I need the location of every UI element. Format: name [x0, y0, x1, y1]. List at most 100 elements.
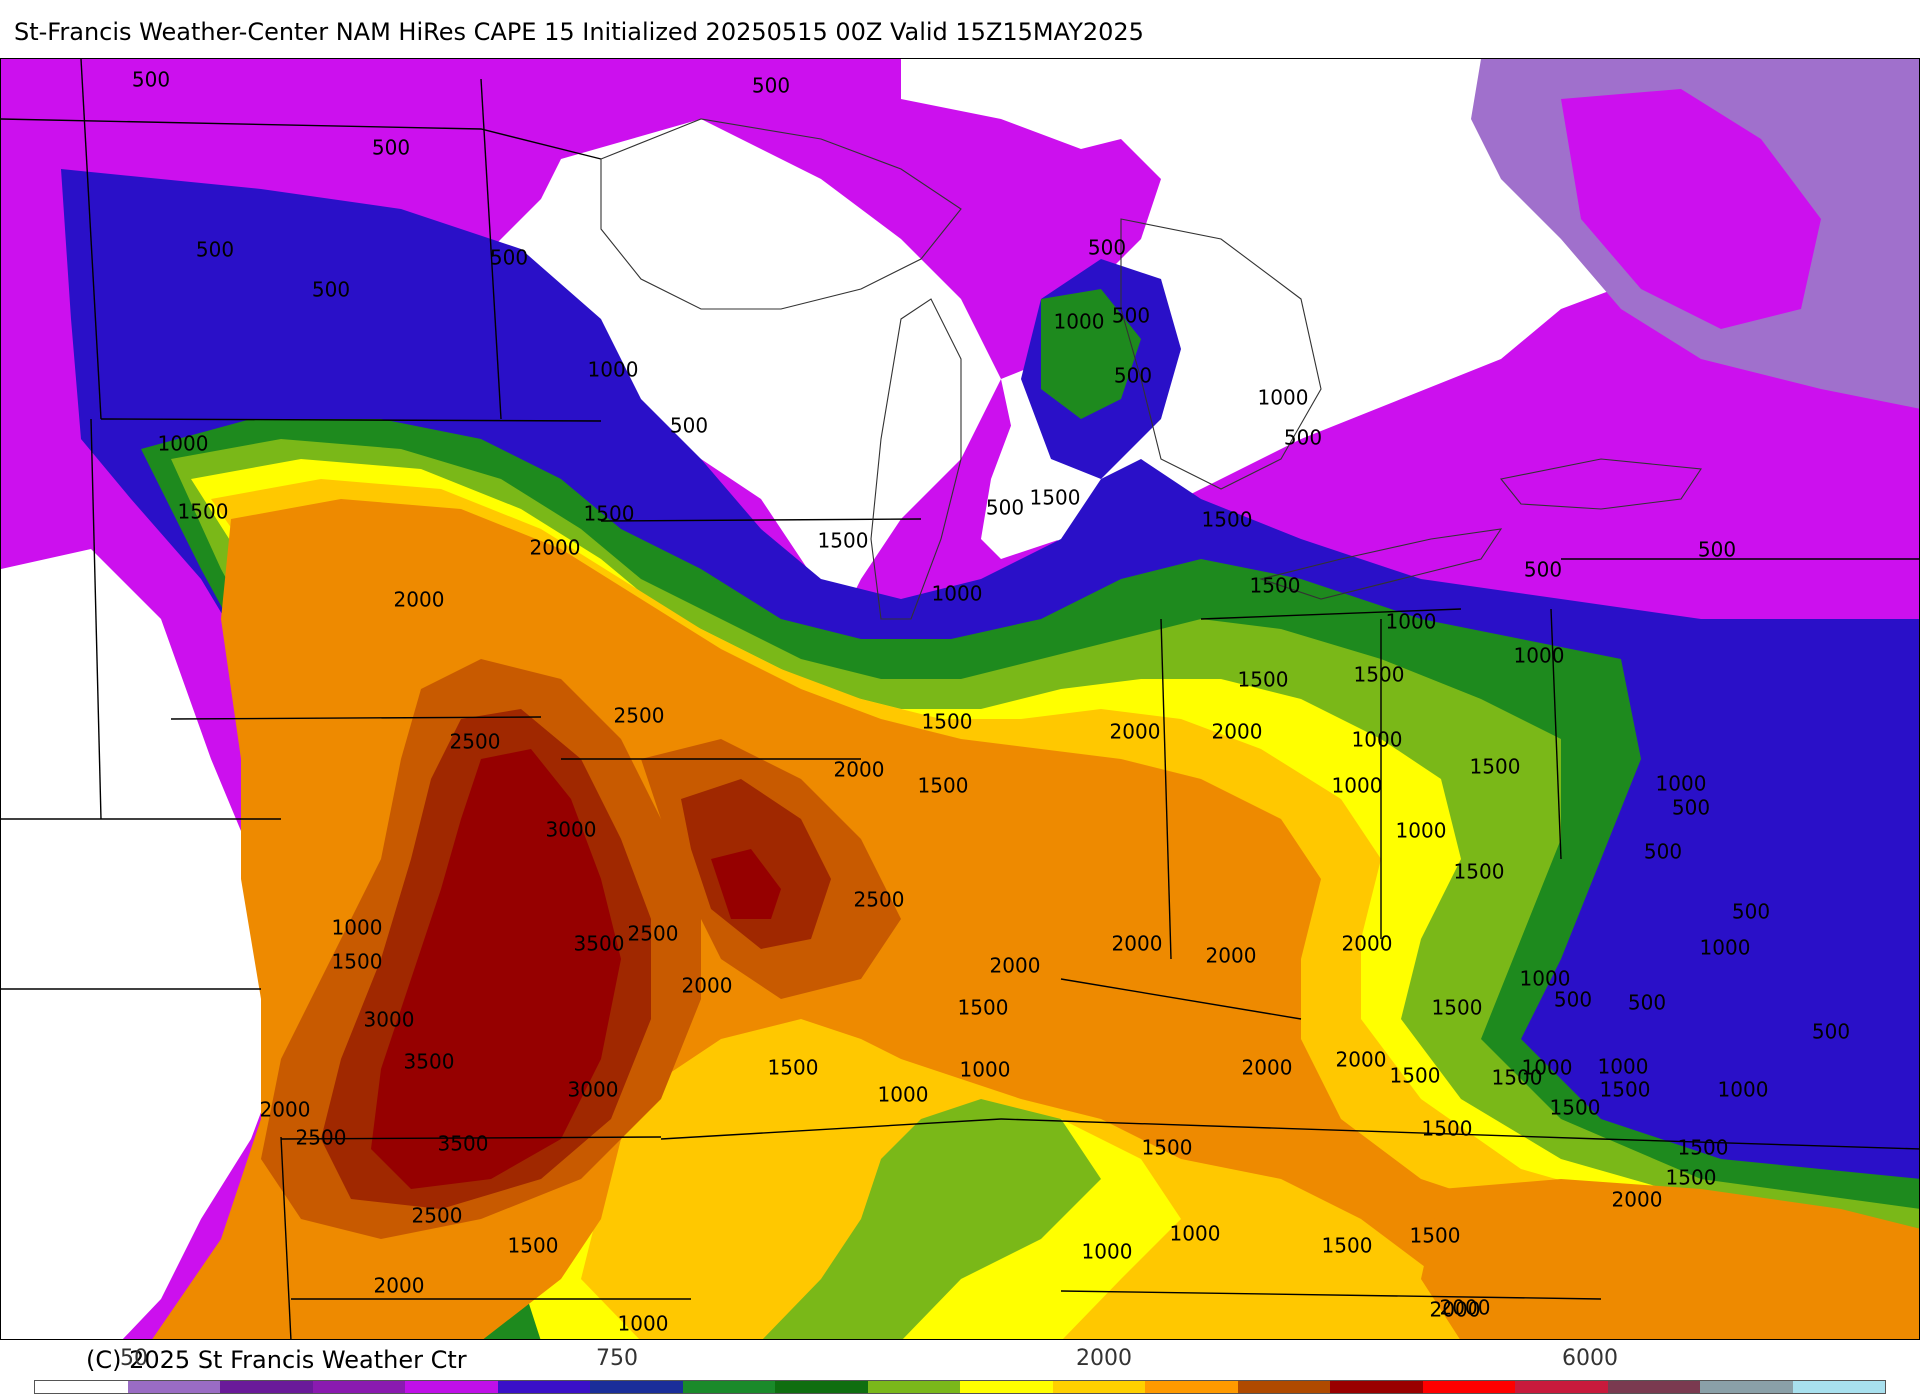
contour-label-500-md: 500: [1812, 1020, 1850, 1044]
contour-label-2500-mo: 2500: [628, 922, 679, 946]
colorbar-swatch-0: [35, 1381, 128, 1393]
contour-label-1000-ok: 1000: [618, 1312, 669, 1336]
contour-label-1500-ok: 1500: [1142, 1136, 1193, 1160]
contour-label-1500-sd: 1500: [178, 500, 229, 524]
contour-label-1000-wv: 1000: [1700, 936, 1751, 960]
state-border-mn-wi: [480, 78, 502, 420]
colorbar-swatch-3: [312, 1381, 405, 1393]
colorbar-tick-4: 6000: [1562, 1346, 1618, 1371]
contour-label-1500-mo1: 1500: [958, 996, 1009, 1020]
state-border-mt-nd: [80, 59, 102, 420]
contour-label-1500-mn: 1500: [584, 502, 635, 526]
contour-label-1500-mo2: 1500: [768, 1056, 819, 1080]
state-border-canada-us: [1, 118, 602, 160]
colorbar-swatch-6: [590, 1381, 683, 1393]
contour-label-1000-ky: 1000: [1598, 1055, 1649, 1079]
lake-huron-outline: [1120, 218, 1322, 490]
contour-label-1500-ks: 1500: [508, 1234, 559, 1258]
state-border-mi-oh: [1200, 608, 1462, 620]
contour-label-1500-oh4: 1500: [1454, 860, 1505, 884]
contour-label-1000-ml: 1000: [1258, 386, 1309, 410]
cape-region-white-lakes: [481, 119, 1001, 619]
contour-label-500-pa3: 500: [1732, 900, 1770, 924]
contour-label-500-wv: 500: [1554, 988, 1592, 1012]
cape-shading: [1, 59, 1919, 1339]
cape-region-orange-se: [1421, 1179, 1919, 1339]
contour-label-3000-ks2: 3000: [568, 1078, 619, 1102]
colorbar-swatch-13: [1237, 1381, 1330, 1393]
contour-label-500-wi: 500: [670, 414, 708, 438]
contour-label-1000-nd: 1000: [158, 432, 209, 456]
contour-label-500-pa2: 500: [1644, 840, 1682, 864]
contour-label-500-lm: 500: [986, 496, 1024, 520]
contour-label-1500-tn1: 1500: [1422, 1117, 1473, 1141]
lake-michigan-outline: [870, 298, 962, 620]
contour-label-500-n: 500: [752, 74, 790, 98]
colorbar-swatch-7: [682, 1381, 775, 1393]
lake-superior-outline: [600, 118, 962, 310]
contour-label-2500-ia: 2500: [614, 704, 665, 728]
cape-map: 500 500 500 500 500 500 500 500 500 500 500 500 500 5…: [0, 58, 1920, 1340]
contour-label-2000-wv: 2000: [1336, 1048, 1387, 1072]
contour-label-3500-ks2: 3500: [404, 1050, 455, 1074]
contour-label-3000-ne: 3000: [546, 818, 597, 842]
state-border-wy-sd: [90, 418, 102, 820]
colorbar-swatch-18: [1700, 1381, 1793, 1393]
state-border-ky-tn: [1000, 1118, 1602, 1140]
colorbar-swatch-5: [497, 1381, 590, 1393]
colorbar-swatch-11: [1052, 1381, 1145, 1393]
contour-label-1500-tn3: 1500: [1550, 1096, 1601, 1120]
map-title: St-Francis Weather-Center NAM HiRes CAPE…: [14, 18, 1144, 46]
state-border-oh-pa: [1550, 608, 1562, 860]
contour-label-500-w2: 500: [196, 238, 234, 262]
contour-label-2000-ne: 2000: [530, 536, 581, 560]
cape-region-white-w: [1, 549, 301, 1339]
contour-label-1500-ne: 1500: [332, 950, 383, 974]
colorbar-swatch-2: [220, 1381, 313, 1393]
contour-label-2000-ga: 2000: [1430, 1298, 1481, 1322]
state-border-tn-ga: [1060, 1290, 1602, 1300]
contour-label-2000-ky2: 2000: [1206, 944, 1257, 968]
contour-label-1500-mi2: 1500: [1202, 508, 1253, 532]
contour-label-1000-tn: 1000: [1522, 1056, 1573, 1080]
contour-label-1500-in: 1500: [1238, 668, 1289, 692]
contour-label-500-mi2: 500: [1112, 304, 1150, 328]
contour-label-500-pa1: 500: [1672, 796, 1710, 820]
contour-label-1000-pa: 1000: [1656, 772, 1707, 796]
contour-label-2000-il2: 2000: [1212, 720, 1263, 744]
contour-label-1500-ky2: 1500: [1390, 1064, 1441, 1088]
cape-colorbar: [34, 1380, 1886, 1394]
colorbar-swatch-17: [1607, 1381, 1700, 1393]
state-border-mo-ar: [660, 1118, 1002, 1140]
contour-label-1500-wv: 1500: [1492, 1066, 1543, 1090]
contour-label-1000-in1: 1000: [1352, 728, 1403, 752]
contour-label-2000-in: 2000: [1112, 932, 1163, 956]
contour-label-1000-il: 1000: [932, 582, 983, 606]
contour-label-1000-in3: 1000: [1396, 819, 1447, 843]
colorbar-swatch-8: [775, 1381, 868, 1393]
contour-label-3500-ks3: 3500: [438, 1132, 489, 1156]
colorbar-swatch-14: [1330, 1381, 1423, 1393]
contour-label-1500-sc: 1500: [1410, 1224, 1461, 1248]
contour-label-3000-ks1: 3000: [364, 1008, 415, 1032]
contour-label-2000-ia: 2000: [834, 758, 885, 782]
contour-label-1000-mi: 1000: [1054, 310, 1105, 334]
contour-label-1000-oh2: 1000: [1514, 644, 1565, 668]
contour-label-3500-ks1: 3500: [574, 932, 625, 956]
contour-label-2500-ks2: 2500: [412, 1204, 463, 1228]
contour-label-500-oh: 500: [1524, 558, 1562, 582]
contour-label-500-va: 500: [1628, 991, 1666, 1015]
contour-label-1500-wi: 1500: [818, 529, 869, 553]
contour-label-2000-co: 2000: [260, 1098, 311, 1122]
lake-ontario-outline: [1500, 458, 1702, 510]
state-border-sd-ne: [170, 716, 542, 720]
contour-labels: 500 500 500 500 500 500 500 500 500 500 500 500 500 5…: [132, 68, 1850, 1336]
cape-field-svg: 500 500 500 500 500 500 500 500 500 500 500 500 500 5…: [1, 59, 1919, 1339]
contour-label-500-mi1: 500: [1088, 236, 1126, 260]
contour-label-2000-ok: 2000: [374, 1274, 425, 1298]
state-border-il-in: [1160, 618, 1172, 960]
contour-label-1500-ky1: 1500: [1432, 996, 1483, 1020]
contour-label-1500-mi1: 1500: [1030, 486, 1081, 510]
state-border-co-ks: [280, 1136, 292, 1339]
contour-label-2000-tn2: 2000: [1440, 1296, 1491, 1320]
